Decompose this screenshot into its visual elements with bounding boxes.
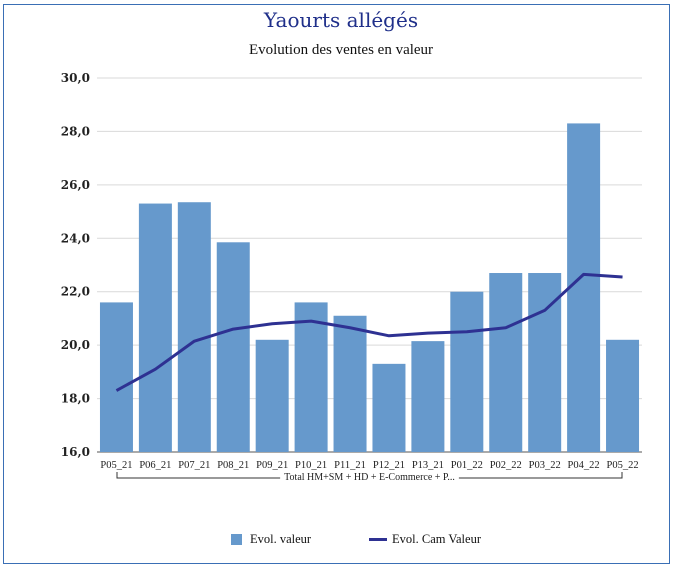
x-tick-label: P05_21 [100,460,132,471]
x-tick-label: P08_21 [217,460,249,471]
y-tick-label: 30,0 [61,71,90,85]
y-tick-label: 20,0 [61,338,90,352]
chart-title: Yaourts allégés [263,8,419,32]
x-tick-label: P02_22 [490,460,522,471]
bar [606,339,640,452]
y-tick-label: 26,0 [61,178,90,192]
legend-item-line[interactable]: Evol. Cam Valeur [369,532,481,547]
bar [528,273,562,452]
x-tick-label: P07_21 [178,460,210,471]
chart-legend: Evol. valeur Evol. Cam Valeur [0,532,682,548]
y-tick-label: 24,0 [61,231,90,245]
bar [450,291,484,452]
legend-item-bar[interactable]: Evol. valeur [231,532,311,547]
bar [489,273,523,452]
bar [216,242,250,452]
x-tick-label: P10_21 [295,460,327,471]
x-tick-label: P09_21 [256,460,288,471]
bar [411,341,445,452]
bar [177,202,211,452]
group-label: Total HM+SM + HD + E-Commerce + P... [284,472,455,483]
x-tick-label: P03_22 [529,460,561,471]
x-tick-label: P06_21 [139,460,171,471]
bar [333,315,367,452]
line-series [115,272,623,392]
legend-line-swatch [369,538,387,541]
x-tick-label: P05_22 [606,460,638,471]
y-tick-label: 18,0 [61,392,90,406]
y-tick-label: 28,0 [61,124,90,138]
legend-bar-label: Evol. valeur [250,532,312,546]
y-tick-label: 16,0 [61,445,90,459]
legend-bar-swatch [231,534,242,545]
legend-line-label: Evol. Cam Valeur [392,532,481,546]
bar [138,203,172,452]
y-tick-label: 22,0 [61,285,90,299]
group-label-mask [280,476,459,480]
bar [99,302,133,452]
x-tick-label: P04_22 [568,460,600,471]
bar [567,123,601,453]
bar [255,339,289,452]
x-tick-label: P11_21 [334,460,366,471]
bar [372,363,406,452]
x-tick-label: P13_21 [412,460,444,471]
x-tick-label: P12_21 [373,460,405,471]
bar [294,302,328,452]
x-tick-label: P01_22 [451,460,483,471]
chart-subtitle: Evolution des ventes en valeur [248,42,434,58]
